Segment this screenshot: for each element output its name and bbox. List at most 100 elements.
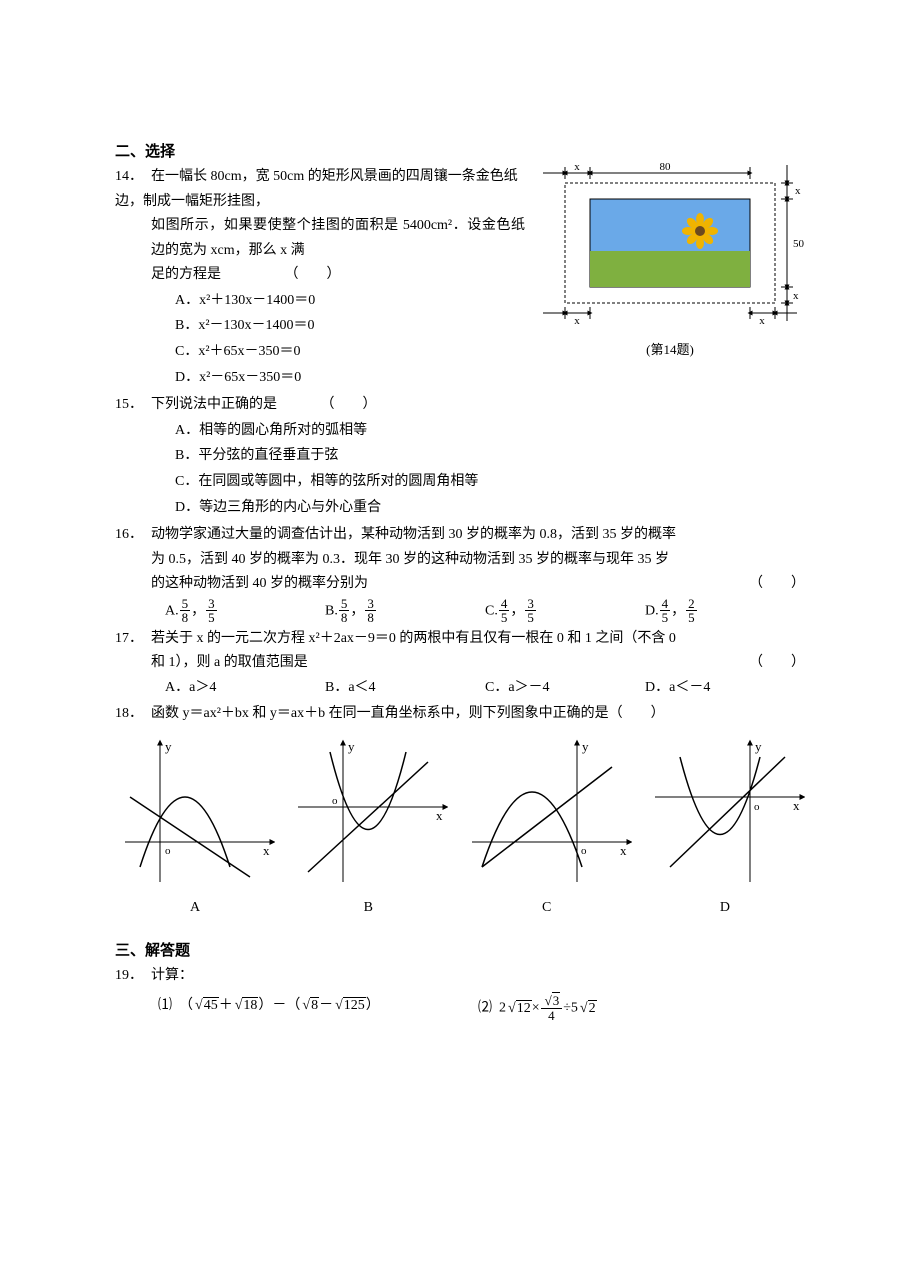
q15-stem-row: 15．下列说法中正确的是 （ ） — [115, 393, 805, 418]
q17-opt-a: A．a＞4 — [165, 676, 325, 701]
q17-opt-c: C．a＞－4 — [485, 676, 645, 701]
graph-c-label: C — [462, 896, 632, 921]
num: 3 — [525, 597, 536, 612]
q19-num: 19． — [115, 964, 151, 989]
figure-14: 80 x x 50 x x — [535, 161, 805, 361]
q15-stem: 下列说法中正确的是 — [151, 397, 277, 412]
svg-text:y: y — [348, 739, 355, 754]
graph-b-label: B — [288, 896, 448, 921]
svg-text:x: x — [795, 185, 801, 197]
graph-d-svg: y x o — [645, 737, 805, 887]
coef-5: 5 — [571, 1001, 578, 1016]
coef-2: 2 — [499, 1001, 506, 1016]
num: 3 — [365, 597, 376, 612]
graph-d: y x o D — [645, 737, 805, 921]
question-15: 15．下列说法中正确的是 （ ） A．相等的圆心角所对的弧相等 B．平分弦的直径… — [115, 393, 805, 521]
graph-a-label: A — [115, 896, 275, 921]
graph-a-svg: y x o — [115, 737, 275, 887]
svg-text:x: x — [574, 161, 580, 173]
den: 5 — [499, 611, 510, 625]
den: 5 — [525, 611, 536, 625]
svg-text:x: x — [263, 843, 270, 858]
q17-opt-b: B．a＜4 — [325, 676, 485, 701]
q14-opt-d: D．x²－65x－350＝0 — [175, 365, 805, 391]
question-16: 16．动物学家通过大量的调查估计出，某种动物活到 30 岁的概率为 0.8，活到… — [115, 523, 805, 625]
q16-opt-a: A.58，35 — [165, 597, 325, 625]
num: 4 — [660, 597, 671, 612]
den: 8 — [339, 611, 350, 625]
q17-paren: （ ） — [749, 651, 805, 676]
graph-c-svg: y x o — [462, 737, 632, 887]
q14-line1: 在一幅长 80cm，宽 50cm 的矩形风景画的四周镶一条金色纸边，制成一幅矩形… — [115, 169, 518, 209]
sqrt-8: 8 — [310, 997, 319, 1013]
q16-num: 16． — [115, 523, 151, 548]
figure-14-caption: (第14题) — [535, 339, 805, 362]
q16-line2: 为 0.5，活到 40 岁的概率为 0.3．现年 30 岁的这种动物活到 35 … — [115, 548, 805, 573]
q15-num: 15． — [115, 393, 151, 418]
sqrt-45: 45 — [203, 997, 219, 1013]
sqrt-12: 12 — [516, 1000, 532, 1016]
q17-line2: 和 1），则 a 的取值范围是 — [151, 655, 308, 670]
q14-paren: （ ） — [285, 267, 341, 282]
sqrt-125: 125 — [343, 997, 366, 1013]
sqrt-3: 3 — [552, 992, 561, 1008]
graph-b-svg: y x o — [288, 737, 448, 887]
q17-line1: 若关于 x 的一元二次方程 x²＋2ax－9＝0 的两根中有且仅有一根在 0 和… — [151, 631, 676, 646]
svg-text:o: o — [581, 845, 587, 857]
svg-text:80: 80 — [660, 161, 672, 173]
den: 5 — [686, 611, 697, 625]
den-4: 4 — [541, 1009, 563, 1023]
question-19: 19．计算： ⑴ （45＋18）－（8－125） ⑵ 212×34÷52 — [115, 964, 805, 1023]
q19-part1: ⑴ （45＋18）－（8－125） — [151, 994, 478, 1022]
svg-text:o: o — [165, 845, 171, 857]
question-14: 80 x x 50 x x — [115, 165, 805, 391]
q16-paren: （ ） — [749, 572, 805, 597]
graph-b: y x o B — [288, 737, 448, 921]
q18-stem: 函数 y＝ax²＋bx 和 y＝ax＋b 在同一直角坐标系中，则下列图象中正确的… — [151, 706, 665, 721]
q16-options: A.58，35 B.58，38 C.45，35 D.45，25 — [115, 597, 805, 625]
svg-text:x: x — [793, 290, 799, 302]
q16-line1: 动物学家通过大量的调查估计出，某种动物活到 30 岁的概率为 0.8，活到 35… — [151, 527, 676, 542]
q19-parts: ⑴ （45＋18）－（8－125） ⑵ 212×34÷52 — [115, 994, 805, 1022]
q16-l1-row: 16．动物学家通过大量的调查估计出，某种动物活到 30 岁的概率为 0.8，活到… — [115, 523, 805, 548]
q17-opt-d: D．a＜－4 — [645, 676, 805, 701]
q15-opt-d: D．等边三角形的内心与外心重合 — [175, 495, 805, 521]
num: 3 — [206, 597, 217, 612]
num: 5 — [339, 597, 350, 612]
question-18: 18．函数 y＝ax²＋bx 和 y＝ax＋b 在同一直角坐标系中，则下列图象中… — [115, 702, 805, 921]
q17-options: A．a＞4 B．a＜4 C．a＞－4 D．a＜－4 — [115, 676, 805, 701]
graph-a: y x o A — [115, 737, 275, 921]
num: 2 — [686, 597, 697, 612]
svg-text:x: x — [759, 315, 765, 327]
q19-part2: ⑵ 212×34÷52 — [478, 994, 805, 1022]
q19-stem: 计算： — [151, 968, 193, 983]
den: 8 — [180, 611, 191, 625]
graph-c: y x o C — [462, 737, 632, 921]
sqrt-2: 2 — [588, 1000, 597, 1016]
svg-text:x: x — [620, 843, 627, 858]
q15-opt-b: B．平分弦的直径垂直于弦 — [175, 443, 805, 469]
figure-14-svg: 80 x x 50 x x — [535, 161, 805, 331]
q16-opt-d: D.45，25 — [645, 597, 805, 625]
q14-line3: 足的方程是 — [151, 267, 221, 282]
svg-text:y: y — [755, 739, 762, 754]
q15-options: A．相等的圆心角所对的弧相等 B．平分弦的直径垂直于弦 C．在同圆或等圆中，相等… — [115, 418, 805, 522]
page: 二、选择 — [0, 0, 920, 1085]
section-2-title: 二、选择 — [115, 140, 805, 161]
q17-l2-row: 和 1），则 a 的取值范围是 （ ） — [115, 651, 805, 676]
num: 4 — [499, 597, 510, 612]
q19-stem-row: 19．计算： — [115, 964, 805, 989]
svg-text:o: o — [332, 795, 338, 807]
svg-text:y: y — [582, 739, 589, 754]
q15-paren: （ ） — [321, 397, 377, 412]
q16-opt-b: B.58，38 — [325, 597, 485, 625]
q19-p1-label: ⑴ — [158, 998, 172, 1013]
q16-l3-row: 的这种动物活到 40 岁的概率分别为 （ ） — [115, 572, 805, 597]
q15-opt-a: A．相等的圆心角所对的弧相等 — [175, 418, 805, 444]
svg-text:x: x — [574, 315, 580, 327]
den: 5 — [660, 611, 671, 625]
q16-opt-c: C.45，35 — [485, 597, 645, 625]
q15-opt-c: C．在同圆或等圆中，相等的弦所对的圆周角相等 — [175, 469, 805, 495]
q14-num: 14． — [115, 165, 151, 190]
q18-num: 18． — [115, 702, 151, 727]
